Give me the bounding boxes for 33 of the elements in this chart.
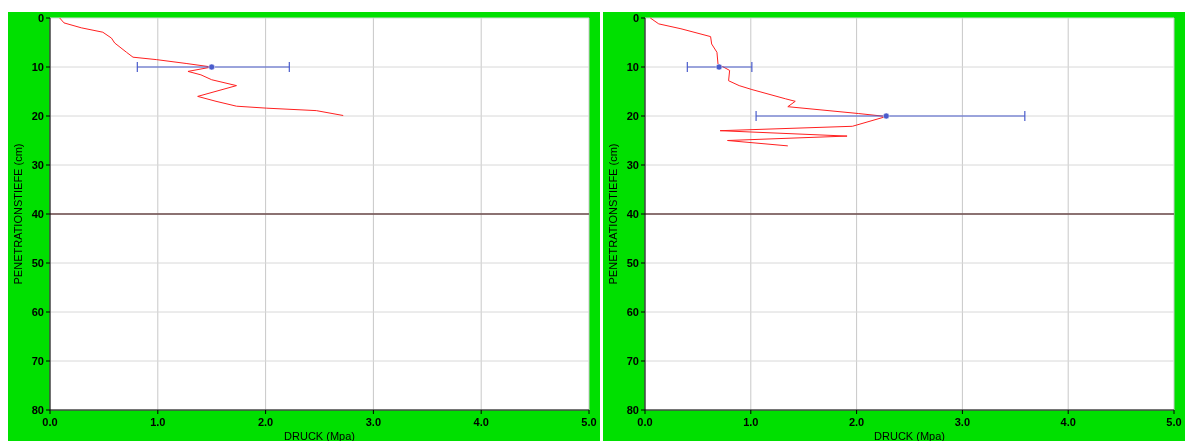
- x-tick-label: 4.0: [473, 416, 489, 428]
- y-tick-label: 30: [31, 159, 44, 171]
- y-tick-label: 20: [31, 110, 44, 122]
- x-tick-label: 2.0: [848, 416, 865, 428]
- x-tick-label: 1.0: [743, 416, 759, 428]
- y-axis-title: PENETRATIONSTIEFE (cm): [607, 143, 619, 285]
- y-tick-label: 60: [31, 306, 44, 318]
- y-tick-label: 50: [626, 257, 639, 269]
- y-tick-label: 40: [31, 208, 44, 220]
- y-tick-label: 0: [37, 12, 44, 24]
- y-tick-label: 40: [626, 208, 639, 220]
- y-tick-label: 70: [626, 355, 639, 367]
- y-axis-title: PENETRATIONSTIEFE (cm): [12, 143, 24, 285]
- y-tick-label: 10: [31, 61, 44, 73]
- y-tick-label: 30: [626, 159, 639, 171]
- y-tick-label: 20: [626, 110, 639, 122]
- x-tick-label: 2.0: [257, 416, 274, 428]
- x-tick-label: 4.0: [1060, 416, 1076, 428]
- x-tick-label: 5.0: [581, 416, 597, 428]
- y-tick-label: 80: [31, 404, 44, 416]
- x-tick-label: 3.0: [954, 416, 971, 428]
- y-tick-label: 50: [31, 257, 44, 269]
- x-tick-label: 1.0: [150, 416, 166, 428]
- x-tick-label: 0.0: [42, 416, 58, 428]
- y-tick-label: 10: [626, 61, 639, 73]
- x-tick-label: 3.0: [365, 416, 382, 428]
- x-tick-label: 0.0: [637, 416, 653, 428]
- y-tick-label: 70: [31, 355, 44, 367]
- x-tick-label: 5.0: [1166, 416, 1182, 428]
- line-series: [59, 17, 344, 117]
- y-tick-label: 60: [626, 306, 639, 318]
- y-tick-label: 0: [632, 12, 639, 24]
- y-tick-label: 80: [626, 404, 639, 416]
